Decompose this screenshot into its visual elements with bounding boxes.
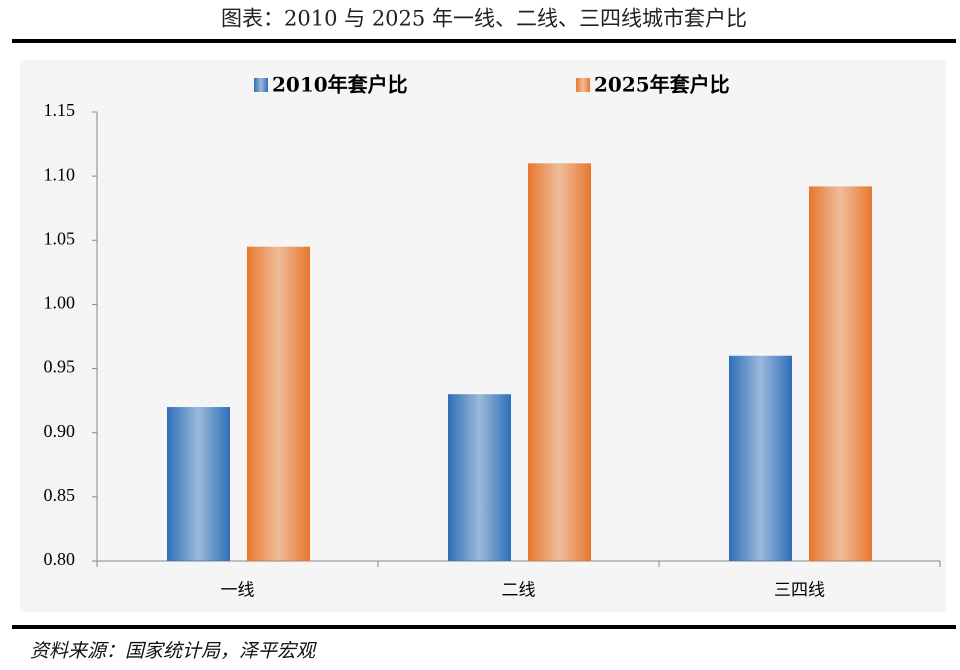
y-tick-label: 1.05 xyxy=(44,228,76,248)
bar xyxy=(729,355,792,561)
bar xyxy=(448,394,511,561)
x-tick-label: 二线 xyxy=(502,581,536,601)
y-tick-label: 1.15 xyxy=(44,100,76,120)
y-tick-label: 0.85 xyxy=(44,485,76,505)
x-tick-label: 三四线 xyxy=(774,581,825,601)
legend-label: 2010年套户比 xyxy=(272,73,408,97)
legend-swatch xyxy=(576,78,590,92)
legend-label: 2025年套户比 xyxy=(594,73,730,97)
x-tick-label: 一线 xyxy=(221,581,255,601)
top-rule xyxy=(12,39,956,43)
y-tick-label: 1.00 xyxy=(44,293,76,313)
y-tick-label: 1.10 xyxy=(44,164,76,184)
legend-swatch xyxy=(254,78,268,92)
y-tick-label: 0.80 xyxy=(44,549,76,569)
bar xyxy=(167,407,230,561)
chart-title: 图表：2010 与 2025 年一线、二线、三四线城市套户比 xyxy=(221,7,747,31)
source: 资料来源：国家统计局，泽平宏观 xyxy=(30,640,317,662)
y-tick-label: 0.90 xyxy=(44,421,76,441)
bar xyxy=(809,186,872,562)
bar xyxy=(247,246,310,561)
y-tick-label: 0.95 xyxy=(44,357,76,377)
bottom-rule xyxy=(12,625,956,629)
bar xyxy=(528,163,591,562)
